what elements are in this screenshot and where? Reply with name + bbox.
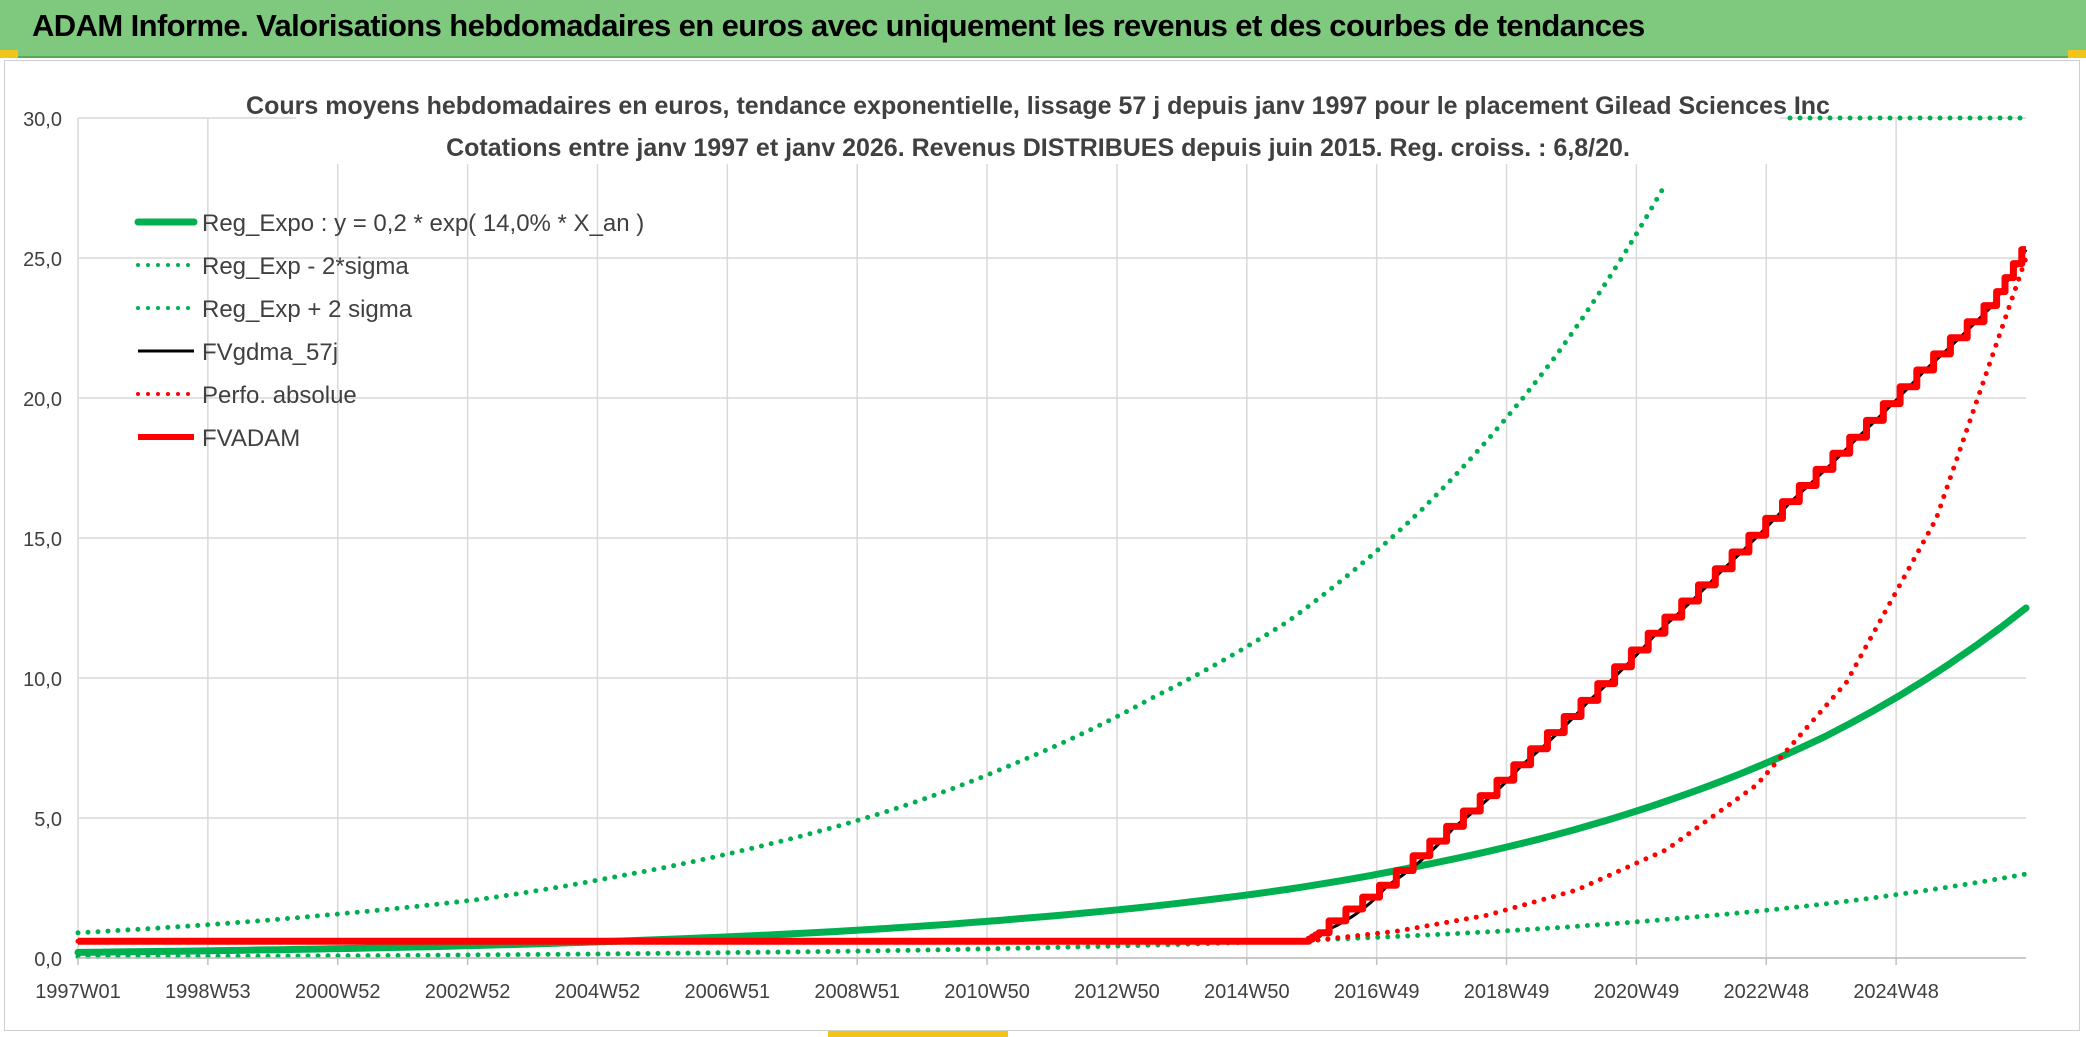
y-tick-label: 10,0 <box>23 669 62 691</box>
y-tick-label: 30,0 <box>23 109 62 131</box>
series-line-4 <box>78 248 2028 943</box>
report-banner: ADAM Informe. Valorisations hebdomadaire… <box>0 0 2086 58</box>
y-tick-label: 0,0 <box>34 949 62 971</box>
x-tick-label: 1997W01 <box>35 981 121 1003</box>
x-tick-label: 2020W49 <box>1594 981 1680 1003</box>
x-tick-label: 2012W50 <box>1074 981 1160 1003</box>
series-line-5 <box>75 255 2029 944</box>
y-tick-label: 5,0 <box>34 809 62 831</box>
x-tick-label: 2000W52 <box>295 981 381 1003</box>
title-background <box>296 86 1780 164</box>
axes: 0,0 5,0 10,0 15,0 20,0 25,0 30,0 1997W01 1998W53… <box>23 109 2026 1003</box>
x-tick-label: 2006W51 <box>685 981 771 1003</box>
y-tick-label: 15,0 <box>23 529 62 551</box>
corner-marker-bottom <box>828 1031 1008 1037</box>
x-tick-label: 2016W49 <box>1334 981 1420 1003</box>
corner-marker-top-left <box>0 50 18 58</box>
chart-frame <box>4 60 2080 1031</box>
x-tick-label: 2010W50 <box>944 981 1030 1003</box>
series-line-1 <box>74 604 2030 956</box>
report-title: ADAM Informe. Valorisations hebdomadaire… <box>32 8 1645 43</box>
grid <box>77 117 2026 959</box>
x-tick-label: 2018W49 <box>1464 981 1550 1003</box>
y-tick-label: 25,0 <box>23 249 62 271</box>
x-tick-label: 2002W52 <box>425 981 511 1003</box>
series-line-3 <box>75 185 1666 936</box>
legend: Reg_Expo : y = 0,2 * exp( 14,0% * X_an )… <box>134 210 644 452</box>
x-tick-label: 2008W51 <box>814 981 900 1003</box>
series-line-6 <box>78 246 2026 945</box>
chart-title: Cours moyens hebdomadaires en euros, ten… <box>246 92 1830 120</box>
x-tick-label: 1998W53 <box>165 981 251 1003</box>
legend-label: Reg_Exp + 2 sigma <box>202 296 413 323</box>
y-tick-label: 20,0 <box>23 389 62 411</box>
series-layer <box>74 115 2030 960</box>
legend-label: Reg_Expo : y = 0,2 * exp( 14,0% * X_an ) <box>202 210 644 237</box>
legend-label: FVgdma_57j <box>202 339 338 366</box>
x-tick-label: 2024W48 <box>1853 981 1939 1003</box>
x-tick-label: 2022W48 <box>1723 981 1809 1003</box>
x-tick-label: 2014W50 <box>1204 981 1290 1003</box>
chart-titles: Cours moyens hebdomadaires en euros, ten… <box>246 86 1830 164</box>
legend-label: Reg_Exp - 2*sigma <box>202 253 409 280</box>
chart-subtitle: Cotations entre janv 1997 et janv 2026. … <box>446 134 1630 162</box>
legend-label: Perfo. absolue <box>202 382 357 409</box>
x-tick-label: 2004W52 <box>555 981 641 1003</box>
legend-label: FVADAM <box>202 425 300 452</box>
series-line-2 <box>75 871 2029 960</box>
corner-marker-top-right <box>2068 50 2086 58</box>
